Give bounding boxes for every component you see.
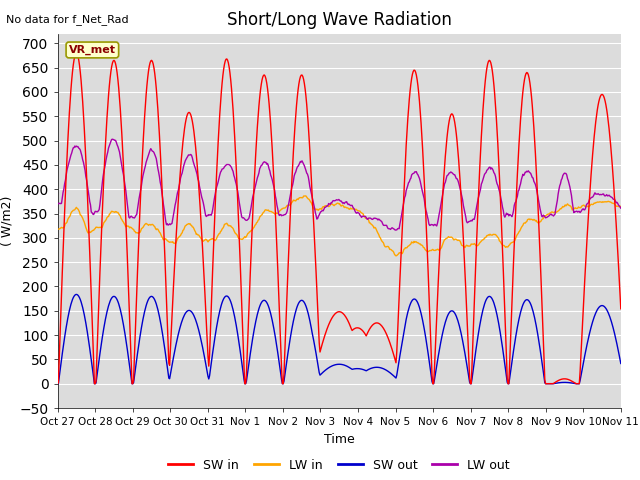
X-axis label: Time: Time: [324, 432, 355, 445]
Title: Short/Long Wave Radiation: Short/Long Wave Radiation: [227, 11, 452, 29]
Text: VR_met: VR_met: [69, 45, 116, 55]
Legend: SW in, LW in, SW out, LW out: SW in, LW in, SW out, LW out: [163, 454, 515, 477]
Y-axis label: ( W/m2): ( W/m2): [1, 196, 14, 246]
Text: No data for f_Net_Rad: No data for f_Net_Rad: [6, 14, 129, 25]
